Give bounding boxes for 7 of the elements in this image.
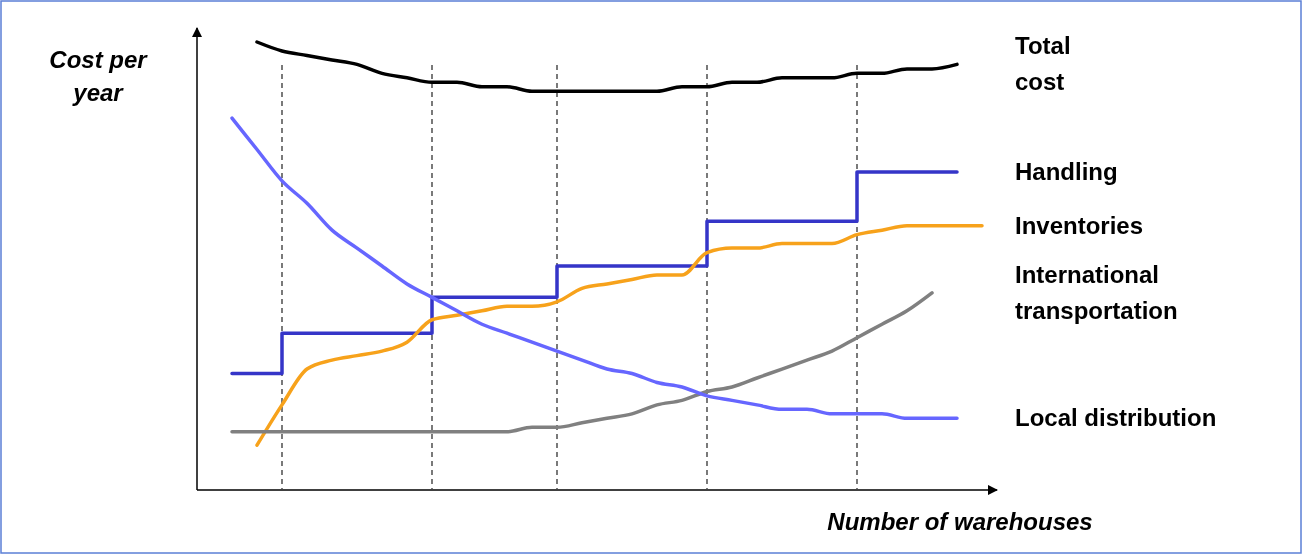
text: Local distribution bbox=[1015, 404, 1217, 432]
text: Handling bbox=[1015, 157, 1118, 185]
text: Total cost bbox=[1015, 32, 1071, 96]
y-axis-title: Cost per year bbox=[49, 46, 149, 106]
series-label: Inventories bbox=[1015, 211, 1144, 239]
text: International transportation bbox=[1015, 260, 1178, 324]
x-axis-title: Number of warehouses bbox=[827, 508, 1093, 535]
